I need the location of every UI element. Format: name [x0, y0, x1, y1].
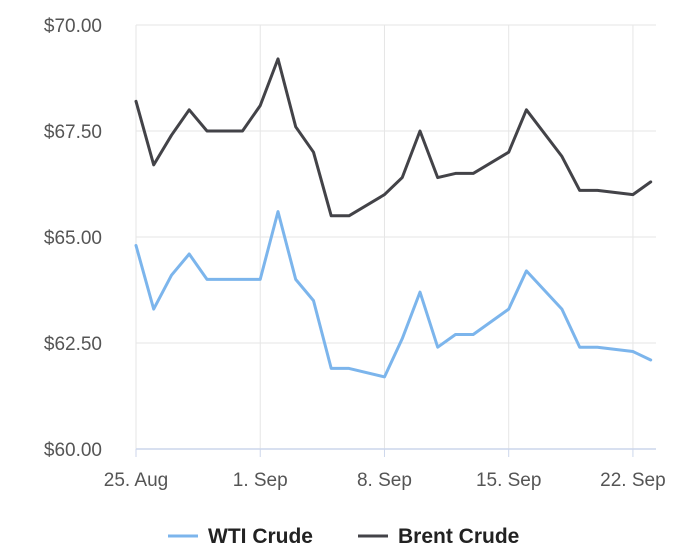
legend-label-brent: Brent Crude: [398, 525, 519, 548]
x-tick-label: 8. Sep: [357, 470, 412, 491]
x-tick-label: 25. Aug: [104, 470, 168, 491]
legend-label-wti: WTI Crude: [208, 525, 313, 548]
y-tick-label: $70.00: [44, 16, 102, 37]
y-tick-label: $60.00: [44, 440, 102, 461]
grid-lines: [135, 24, 656, 449]
legend: WTI Crude Brent Crude: [168, 525, 519, 548]
y-tick-label: $67.50: [44, 122, 102, 143]
y-tick-label: $65.00: [44, 228, 102, 249]
x-tick-label: 1. Sep: [233, 470, 288, 491]
x-tick-label: 22. Sep: [600, 470, 666, 491]
series-line-wti: [134, 210, 653, 379]
y-tick-label: $62.50: [44, 334, 102, 355]
series-lines: [134, 57, 653, 379]
axes: $60.00 $62.50 $65.00 $67.50 $70.00 25. Aug 1. …: [44, 16, 666, 491]
series-line-brent: [134, 57, 653, 218]
x-tick-label: 15. Sep: [476, 470, 542, 491]
